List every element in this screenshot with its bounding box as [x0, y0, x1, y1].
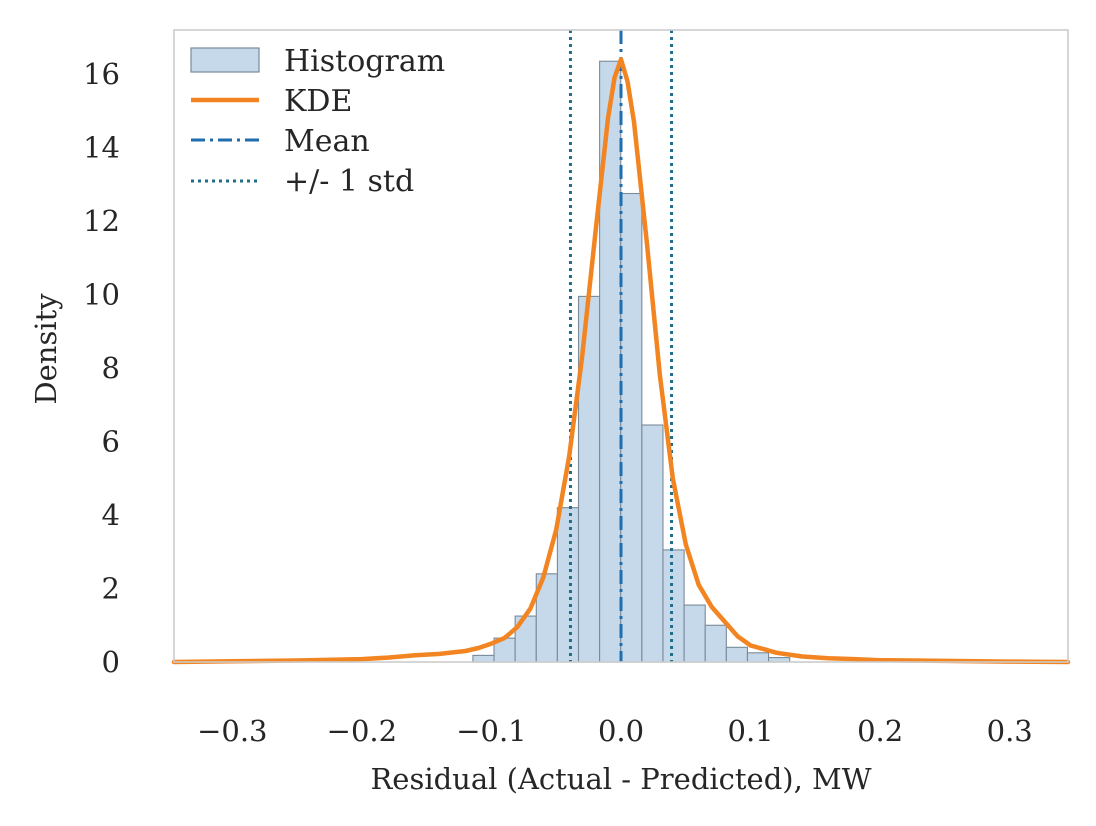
y-tick-label: 0 — [102, 645, 120, 679]
histogram-bar — [641, 424, 664, 663]
x-tick-label: −0.1 — [456, 714, 526, 748]
x-tick-label: 0.1 — [728, 714, 774, 748]
plot-frame — [173, 29, 1069, 663]
legend-label-std: +/- 1 std — [284, 164, 414, 199]
y-tick-label: 6 — [102, 425, 120, 459]
y-tick-label: 2 — [102, 572, 120, 606]
legend-label-kde: KDE — [284, 84, 352, 119]
y-tick-label: 8 — [102, 351, 120, 385]
x-tick-label: −0.2 — [327, 714, 397, 748]
histogram-bar — [725, 646, 749, 663]
legend-swatch-histogram — [190, 47, 260, 73]
reference-lines — [568, 30, 674, 662]
histogram-bar — [472, 654, 495, 663]
y-tick-label: 16 — [83, 57, 120, 91]
histogram-bar — [683, 604, 706, 663]
histogram-bar — [746, 652, 770, 663]
histogram-bar — [704, 624, 727, 663]
x-axis-label: Residual (Actual - Predicted), MW — [370, 762, 871, 796]
y-tick-label: 14 — [83, 131, 120, 165]
x-axis-ticks: −0.3 −0.2 −0.1 0.0 0.1 0.2 0.3 — [197, 714, 1033, 748]
legend-label-mean: Mean — [284, 124, 370, 159]
y-tick-label: 10 — [83, 278, 120, 312]
legend-label-histogram: Histogram — [284, 44, 445, 79]
y-axis-ticks: 0 2 4 6 8 10 12 14 16 — [83, 57, 120, 679]
kde-curve — [171, 57, 1071, 665]
histogram-bar — [662, 549, 685, 663]
x-tick-label: 0.2 — [857, 714, 903, 748]
histogram-bar — [620, 192, 643, 663]
y-tick-label: 12 — [83, 204, 120, 238]
histogram-bar — [556, 507, 580, 663]
histogram-bars — [472, 60, 791, 663]
y-axis-label: Density — [29, 293, 63, 405]
x-tick-label: 0.0 — [598, 714, 644, 748]
x-tick-label: −0.3 — [197, 714, 267, 748]
y-tick-label: 4 — [102, 498, 120, 532]
kde-curve-layer — [171, 57, 1071, 665]
x-tick-label: 0.3 — [987, 714, 1033, 748]
legend: Histogram KDE Mean +/- 1 std — [190, 44, 445, 199]
